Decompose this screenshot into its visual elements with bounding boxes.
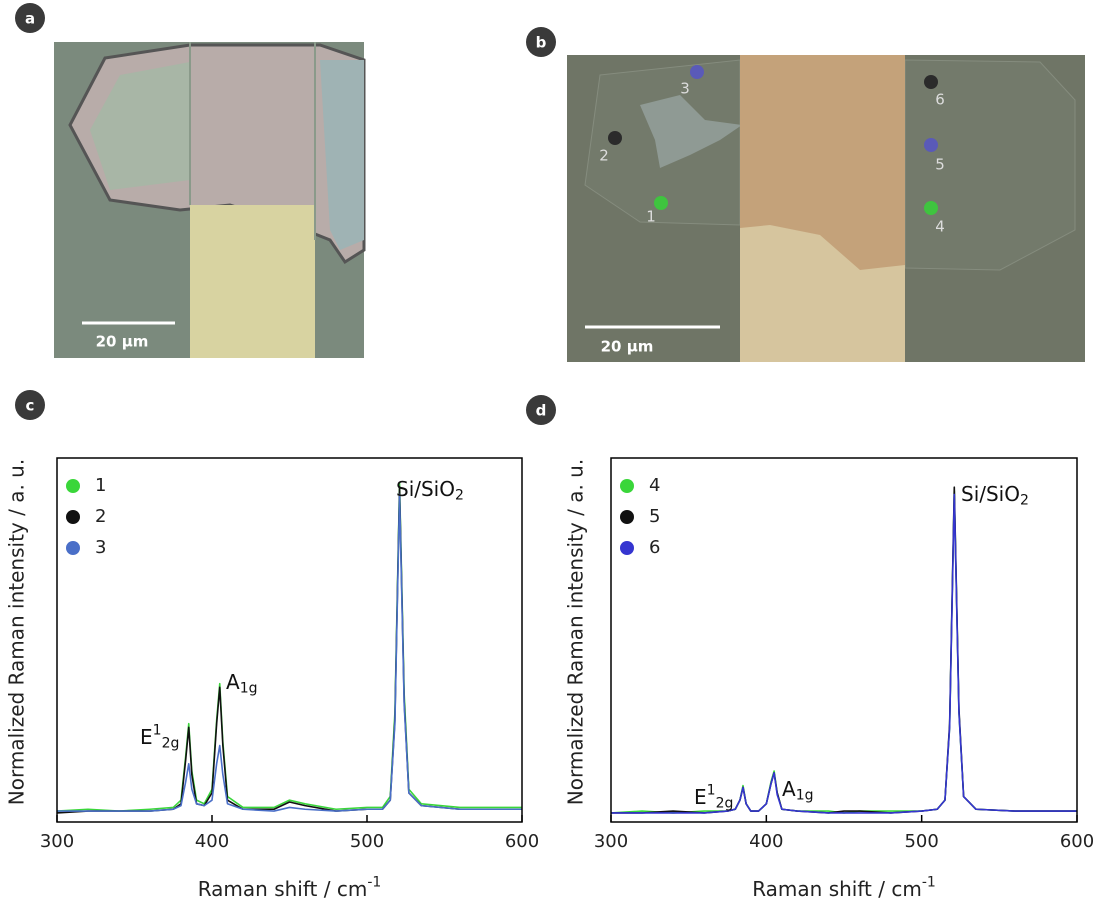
spot-label: 5 bbox=[935, 156, 945, 174]
legend-marker bbox=[620, 479, 634, 493]
spot-marker bbox=[690, 65, 704, 79]
peak-annotation-part: 1 bbox=[153, 722, 162, 738]
peak-annotation: E12g bbox=[140, 722, 179, 751]
x-tick-label: 500 bbox=[904, 831, 938, 852]
peak-annotation-part: E bbox=[140, 725, 153, 749]
spot-label: 2 bbox=[599, 147, 609, 165]
peak-annotation: A1g bbox=[782, 777, 813, 804]
micrograph-b: 20 µm bbox=[567, 55, 1085, 362]
spot-label: 6 bbox=[935, 91, 945, 109]
panel-badge bbox=[15, 390, 45, 420]
peak-annotation: Si/SiO2 bbox=[961, 482, 1029, 509]
spectrum-line bbox=[611, 486, 1077, 814]
legend-label: 6 bbox=[649, 537, 660, 558]
peak-annotation-part: A bbox=[226, 670, 240, 694]
spot-marker bbox=[608, 131, 622, 145]
peak-annotation-part: Si/SiO bbox=[961, 482, 1020, 506]
x-tick-label: 500 bbox=[350, 831, 384, 852]
peak-annotation-part: A bbox=[782, 777, 796, 801]
flake-region bbox=[90, 62, 190, 190]
x-tick-label: 600 bbox=[505, 831, 539, 852]
legend-label: 5 bbox=[649, 506, 660, 527]
y-axis-label: Normalized Raman intensity / a. u. bbox=[5, 459, 29, 805]
electrode bbox=[190, 205, 315, 358]
y-axis-label: Normalized Raman intensity / a. u. bbox=[564, 459, 588, 805]
legend-marker bbox=[66, 541, 80, 555]
spot-marker bbox=[924, 75, 938, 89]
panel-badge bbox=[526, 27, 556, 57]
legend-label: 4 bbox=[649, 475, 660, 496]
legend-marker bbox=[620, 541, 634, 555]
peak-annotation-part: 1g bbox=[796, 788, 814, 804]
spot-marker bbox=[654, 196, 668, 210]
spot-label: 3 bbox=[680, 80, 690, 98]
legend-marker bbox=[620, 510, 634, 524]
spectrum-line bbox=[610, 489, 1077, 814]
x-tick-label: 600 bbox=[1060, 831, 1094, 852]
peak-annotation: A1g bbox=[226, 670, 257, 697]
x-tick-label: 400 bbox=[749, 831, 783, 852]
x-tick-label: 300 bbox=[594, 831, 628, 852]
peak-annotation-part: 2 bbox=[1020, 493, 1029, 509]
x-axis-label-part: Raman shift / cm bbox=[752, 877, 922, 901]
panel-badge bbox=[526, 395, 556, 425]
legend-label: 1 bbox=[95, 475, 106, 496]
scale-bar-label: 20 µm bbox=[601, 338, 654, 356]
panel-label: c bbox=[26, 397, 35, 415]
scale-bar-label: 20 µm bbox=[96, 333, 149, 351]
peak-annotation-part: 2g bbox=[716, 796, 734, 812]
legend-label: 3 bbox=[95, 537, 106, 558]
flake bbox=[904, 59, 1076, 271]
panel-label: d bbox=[536, 402, 547, 420]
x-axis-label: Raman shift / cm-1 bbox=[752, 874, 936, 900]
spot-marker bbox=[924, 201, 938, 215]
spot-label: 4 bbox=[935, 218, 945, 236]
panel-label: a bbox=[25, 10, 35, 28]
spectrum-line bbox=[611, 493, 1077, 814]
peak-annotation: Si/SiO2 bbox=[396, 477, 464, 504]
peak-annotation-part: 1 bbox=[707, 782, 716, 798]
spectrum-line bbox=[56, 486, 522, 814]
x-axis-label-part: Raman shift / cm bbox=[198, 877, 368, 901]
x-axis-label: Raman shift / cm-1 bbox=[198, 874, 382, 900]
legend-marker bbox=[66, 479, 80, 493]
spectrum-line bbox=[57, 493, 522, 812]
legend-label: 2 bbox=[95, 506, 106, 527]
peak-annotation-part: 2 bbox=[455, 488, 464, 504]
flake-fragment bbox=[640, 95, 742, 168]
peak-annotation: E12g bbox=[694, 782, 733, 811]
x-axis-label-part: -1 bbox=[922, 874, 936, 890]
peak-annotation-part: 1g bbox=[240, 681, 258, 697]
x-axis-label-part: -1 bbox=[367, 874, 381, 890]
panel-label: b bbox=[536, 34, 547, 52]
flake-region bbox=[320, 60, 364, 250]
peak-annotation-part: 2g bbox=[162, 736, 180, 752]
micrograph-a: 20 µm bbox=[54, 42, 366, 358]
x-tick-label: 300 bbox=[40, 831, 74, 852]
plot-frame bbox=[56, 457, 523, 823]
x-tick-label: 400 bbox=[195, 831, 229, 852]
peak-annotation-part: E bbox=[694, 785, 707, 809]
spectrum-line bbox=[56, 482, 522, 812]
plot-frame bbox=[610, 457, 1078, 823]
spot-label: 1 bbox=[646, 208, 656, 226]
electrode-covered bbox=[740, 55, 905, 270]
legend-marker bbox=[66, 510, 80, 524]
spot-marker bbox=[924, 138, 938, 152]
panel-badge bbox=[15, 3, 45, 33]
peak-annotation-part: Si/SiO bbox=[396, 477, 455, 501]
